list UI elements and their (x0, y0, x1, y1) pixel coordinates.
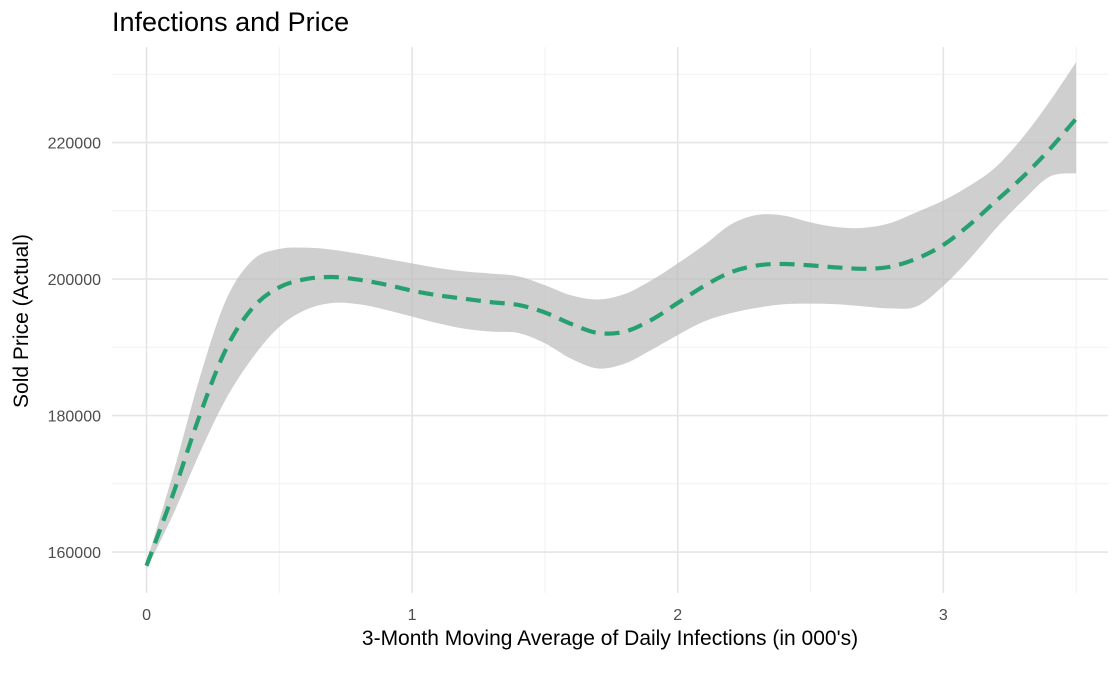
x-tick-label: 3 (939, 607, 948, 624)
y-axis-ticks: 160000 180000 200000 220000 (48, 136, 101, 562)
x-axis-ticks: 0 1 2 3 (142, 607, 948, 624)
confidence-band (146, 62, 1077, 570)
chart-title: Infections and Price (112, 7, 349, 37)
y-axis-title: Sold Price (Actual) (10, 234, 33, 408)
x-tick-label: 2 (673, 607, 682, 624)
y-tick-label: 180000 (48, 409, 101, 426)
confidence-band-layer (146, 62, 1077, 570)
smooth-line-layer (144, 117, 1078, 567)
smooth-trend-line (144, 117, 1078, 567)
y-tick-label: 200000 (48, 272, 101, 289)
x-tick-label: 1 (408, 607, 417, 624)
x-axis-title: 3-Month Moving Average of Daily Infectio… (362, 627, 858, 650)
y-tick-label: 160000 (48, 545, 101, 562)
x-tick-label: 0 (142, 607, 151, 624)
y-tick-label: 220000 (48, 136, 101, 153)
